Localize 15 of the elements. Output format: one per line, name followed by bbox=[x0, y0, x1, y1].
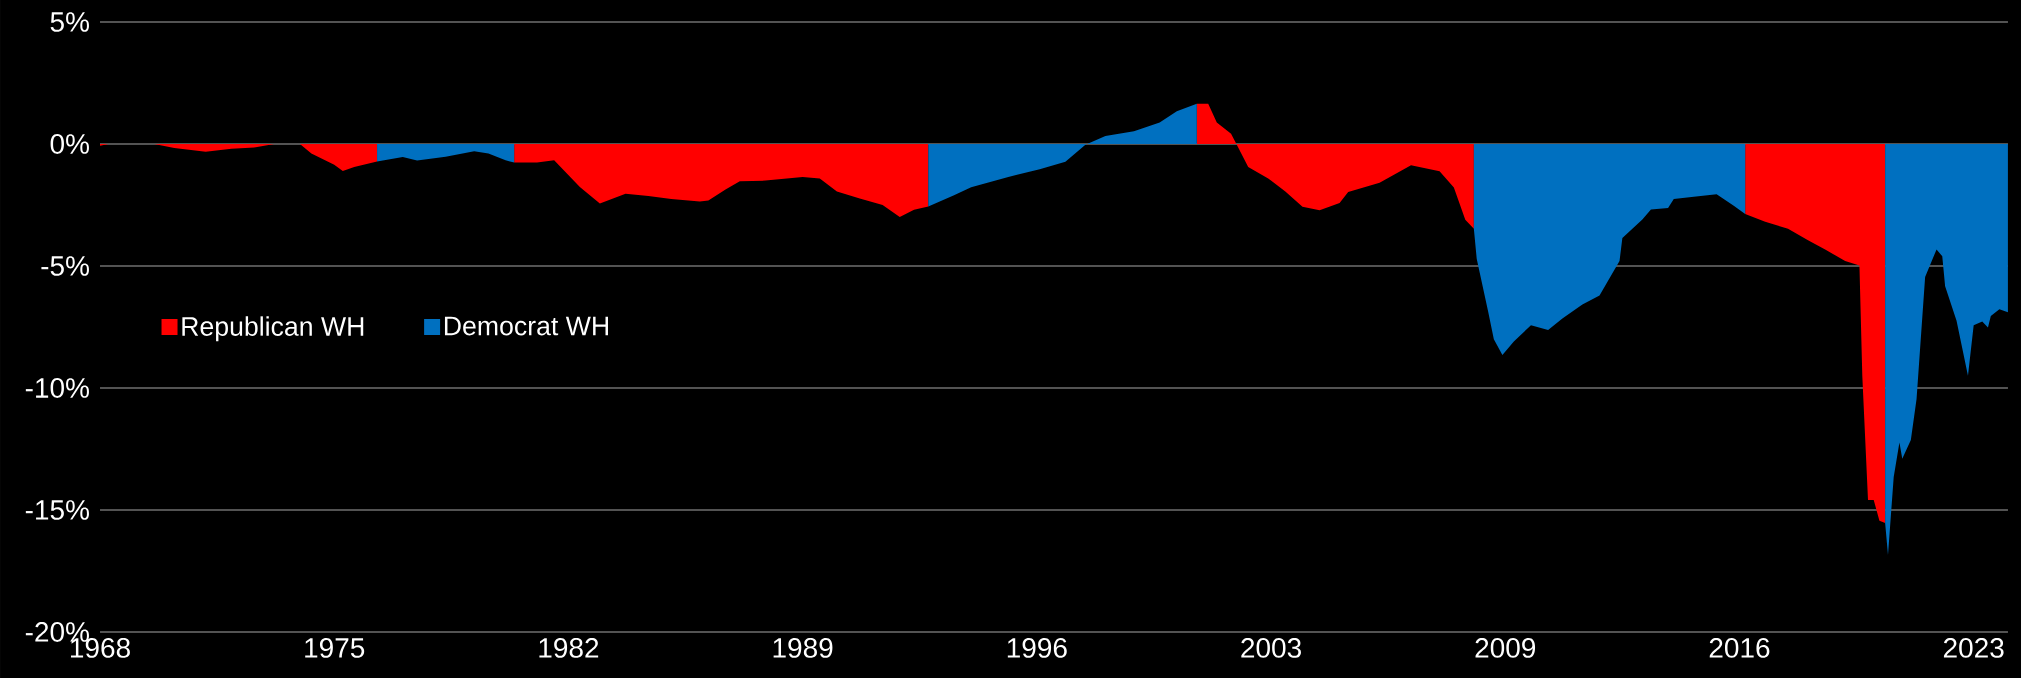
y-tick-label: 0% bbox=[50, 134, 89, 154]
x-tick-label: 2003 bbox=[1241, 638, 1301, 658]
x-tick-label: 2016 bbox=[1709, 638, 1770, 658]
x-tick-label: 1996 bbox=[1007, 638, 1067, 658]
x-tick-label: 2023 bbox=[1943, 638, 2004, 658]
y-tick-label: 5% bbox=[50, 12, 89, 32]
x-tick-label: 2009 bbox=[1475, 638, 1536, 658]
y-tick-label: -15% bbox=[25, 500, 89, 520]
x-tick-label: 1982 bbox=[539, 638, 599, 658]
legend-label: Republican WH bbox=[182, 316, 364, 342]
x-tick-label: 1989 bbox=[773, 638, 833, 658]
x-tick-label: 1975 bbox=[305, 638, 365, 658]
y-tick-label: -10% bbox=[25, 378, 89, 398]
y-tick-label: -5% bbox=[41, 256, 89, 276]
legend-label: Democrat WH bbox=[444, 316, 608, 336]
